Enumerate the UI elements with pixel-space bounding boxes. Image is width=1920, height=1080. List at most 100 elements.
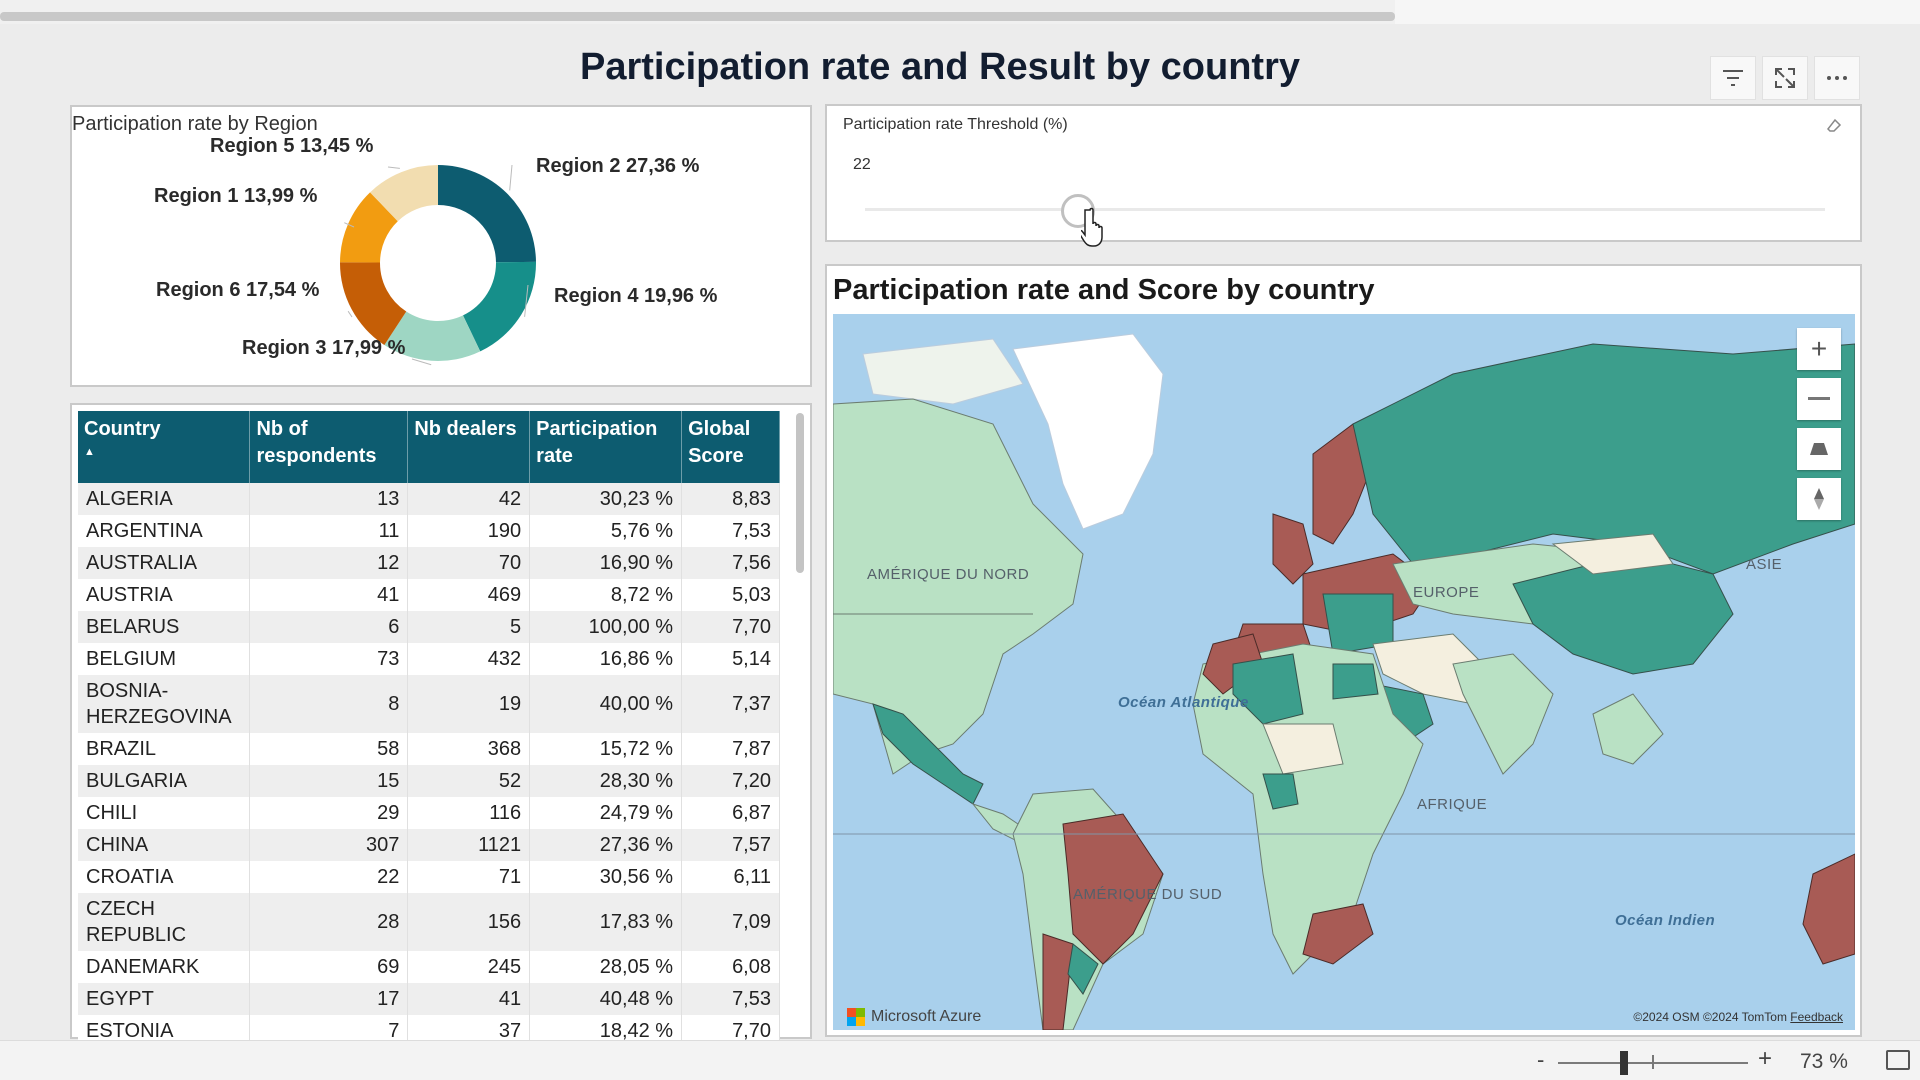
zoom-thumb[interactable] <box>1620 1051 1628 1075</box>
cell-participation: 17,83 % <box>529 893 683 951</box>
tab-scrollbar[interactable] <box>0 12 1395 21</box>
cell-dealers: 52 <box>407 765 531 797</box>
cell-respondents: 307 <box>249 829 409 861</box>
brand-text: Microsoft Azure <box>871 1008 982 1025</box>
donut-chart[interactable] <box>72 107 810 385</box>
cell-participation: 30,23 % <box>529 483 683 515</box>
donut-chart-visual[interactable]: Participation rate by Region Region 2 27… <box>70 105 812 387</box>
cell-respondents: 41 <box>249 579 409 611</box>
table-row[interactable]: CHILI 29 116 24,79 % 6,87 <box>78 797 780 829</box>
map-label-south-america: AMÉRIQUE DU SUD <box>1073 886 1223 903</box>
cell-score: 8,83 <box>681 483 780 515</box>
map-label-asia: ASIE <box>1746 556 1783 573</box>
zoom-in-label: + <box>1810 333 1828 364</box>
tilt-button[interactable] <box>1797 428 1841 470</box>
map-canvas[interactable]: AMÉRIQUE DU NORD EUROPE ASIE Océan Atlan… <box>833 314 1855 1030</box>
cell-dealers: 432 <box>407 643 531 675</box>
donut-slice-region-1[interactable] <box>340 192 398 263</box>
map-visual[interactable]: Participation rate and Score by country <box>825 264 1862 1037</box>
column-header-respondents[interactable]: Nb of respondents <box>249 411 409 483</box>
slicer-value[interactable]: 22 <box>853 156 871 173</box>
column-header-participation[interactable]: Participation rate <box>529 411 683 483</box>
cell-country: ALGERIA <box>78 483 251 515</box>
zoom-out-button[interactable]: - <box>1537 1047 1545 1072</box>
table-row[interactable]: BULGARIA 15 52 28,30 % 7,20 <box>78 765 780 797</box>
table-row[interactable]: CZECH REPUBLIC 28 156 17,83 % 7,09 <box>78 893 780 951</box>
feedback-link[interactable]: Feedback <box>1790 1010 1843 1024</box>
cell-score: 5,03 <box>681 579 780 611</box>
cell-country: CROATIA <box>78 861 251 893</box>
table-scrollbar[interactable] <box>796 413 804 573</box>
cell-dealers: 156 <box>407 893 531 951</box>
cell-country: BELGIUM <box>78 643 251 675</box>
zoom-in-button[interactable]: + <box>1758 1045 1773 1072</box>
cell-country: BOSNIA-HERZEGOVINA <box>78 675 251 733</box>
table-row[interactable]: BOSNIA-HERZEGOVINA 8 19 40,00 % 7,37 <box>78 675 780 733</box>
cell-respondents: 17 <box>249 983 409 1015</box>
cell-score: 5,14 <box>681 643 780 675</box>
table-row[interactable]: BELARUS 6 5 100,00 % 7,70 <box>78 611 780 643</box>
country-table-visual[interactable]: Country ▲ Nb of respondents Nb dealers Pa… <box>70 403 812 1047</box>
cell-score: 7,37 <box>681 675 780 733</box>
cell-country: AUSTRIA <box>78 579 251 611</box>
cell-country: BRAZIL <box>78 733 251 765</box>
zoom-in-button[interactable]: + <box>1797 328 1841 370</box>
cell-respondents: 73 <box>249 643 409 675</box>
zoom-level[interactable]: 73 % <box>1800 1050 1848 1073</box>
zoom-out-button[interactable] <box>1797 378 1841 420</box>
fit-to-page-icon[interactable] <box>1886 1050 1910 1070</box>
donut-leader-line <box>524 284 529 317</box>
table-row[interactable]: ALGERIA 13 42 30,23 % 8,83 <box>78 483 780 515</box>
table-row[interactable]: EGYPT 17 41 40,48 % 7,53 <box>78 983 780 1015</box>
cell-country: EGYPT <box>78 983 251 1015</box>
cell-participation: 28,30 % <box>529 765 683 797</box>
column-header-score[interactable]: Global Score <box>681 411 780 483</box>
table-row[interactable]: CROATIA 22 71 30,56 % 6,11 <box>78 861 780 893</box>
cell-score: 7,53 <box>681 983 780 1015</box>
filter-icon[interactable] <box>1710 56 1756 100</box>
table-row[interactable]: BRAZIL 58 368 15,72 % 7,87 <box>78 733 780 765</box>
column-header-country[interactable]: Country ▲ <box>78 411 251 483</box>
focus-mode-icon[interactable] <box>1762 56 1808 100</box>
cell-dealers: 1121 <box>407 829 531 861</box>
donut-slice-region-4[interactable] <box>463 261 536 352</box>
compass-icon[interactable] <box>1797 478 1841 520</box>
map-label-atlantic: Océan Atlantique <box>1118 694 1249 711</box>
cell-respondents: 13 <box>249 483 409 515</box>
donut-slice-region-6[interactable] <box>340 262 407 346</box>
more-options-icon[interactable] <box>1814 56 1860 100</box>
table-row[interactable]: AUSTRIA 41 469 8,72 % 5,03 <box>78 579 780 611</box>
cell-participation: 16,90 % <box>529 547 683 579</box>
cell-participation: 28,05 % <box>529 951 683 983</box>
donut-slice-region-3[interactable] <box>384 311 481 361</box>
cell-score: 7,09 <box>681 893 780 951</box>
eraser-icon[interactable] <box>1826 118 1842 139</box>
cell-participation: 8,72 % <box>529 579 683 611</box>
slicer-title: Participation rate Threshold (%) <box>843 116 1068 133</box>
cell-dealers: 70 <box>407 547 531 579</box>
cell-participation: 40,00 % <box>529 675 683 733</box>
cell-country: CHILI <box>78 797 251 829</box>
cell-country: BELARUS <box>78 611 251 643</box>
donut-label-region-3: Region 3 17,99 % <box>242 337 406 359</box>
cell-participation: 100,00 % <box>529 611 683 643</box>
world-map[interactable] <box>833 314 1855 1030</box>
top-tab-strip <box>0 0 1920 24</box>
cell-respondents: 69 <box>249 951 409 983</box>
cell-score: 7,56 <box>681 547 780 579</box>
status-bar: - + 73 % <box>0 1040 1920 1080</box>
table-row[interactable]: CHINA 307 1121 27,36 % 7,57 <box>78 829 780 861</box>
slider-track[interactable] <box>865 208 1825 211</box>
donut-slice-region-2[interactable] <box>438 165 536 263</box>
sort-ascending-icon[interactable]: ▲ <box>84 446 95 458</box>
table-row[interactable]: AUSTRALIA 12 70 16,90 % 7,56 <box>78 547 780 579</box>
map-title: Participation rate and Score by country <box>833 274 1375 306</box>
map-label-north-america: AMÉRIQUE DU NORD <box>867 566 1030 583</box>
column-header-dealers[interactable]: Nb dealers <box>407 411 531 483</box>
table-row[interactable]: ARGENTINA 11 190 5,76 % 7,53 <box>78 515 780 547</box>
donut-slice-region-5[interactable] <box>370 165 438 222</box>
table-row[interactable]: DANEMARK 69 245 28,05 % 6,08 <box>78 951 780 983</box>
cell-score: 6,11 <box>681 861 780 893</box>
table-row[interactable]: BELGIUM 73 432 16,86 % 5,14 <box>78 643 780 675</box>
cell-country: ARGENTINA <box>78 515 251 547</box>
